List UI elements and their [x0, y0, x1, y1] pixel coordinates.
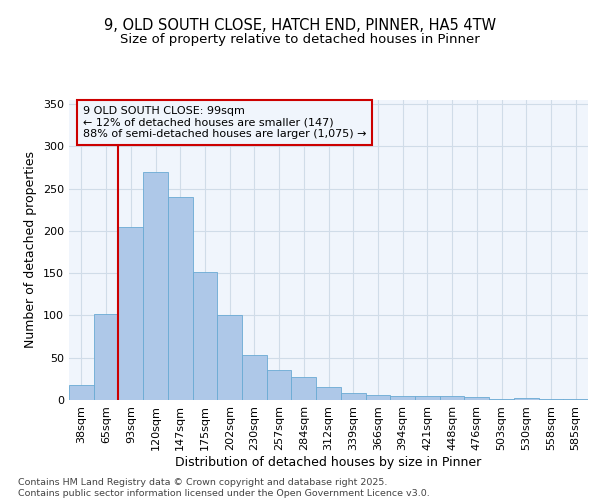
Bar — [118, 227, 143, 400]
Bar — [489, 399, 514, 400]
Bar — [242, 355, 267, 400]
Bar — [440, 396, 464, 400]
Bar — [415, 396, 440, 400]
Text: 9 OLD SOUTH CLOSE: 99sqm
← 12% of detached houses are smaller (147)
88% of semi-: 9 OLD SOUTH CLOSE: 99sqm ← 12% of detach… — [83, 106, 366, 139]
Bar — [217, 316, 242, 400]
Bar — [94, 314, 118, 400]
Bar — [143, 172, 168, 400]
Bar — [464, 398, 489, 400]
Bar — [316, 388, 341, 400]
Bar — [267, 370, 292, 400]
Bar — [539, 399, 563, 400]
Bar — [514, 398, 539, 400]
Bar — [168, 197, 193, 400]
Bar — [563, 399, 588, 400]
X-axis label: Distribution of detached houses by size in Pinner: Distribution of detached houses by size … — [175, 456, 482, 468]
Text: Size of property relative to detached houses in Pinner: Size of property relative to detached ho… — [120, 32, 480, 46]
Bar — [292, 377, 316, 400]
Y-axis label: Number of detached properties: Number of detached properties — [25, 152, 37, 348]
Bar — [365, 395, 390, 400]
Bar — [193, 272, 217, 400]
Text: 9, OLD SOUTH CLOSE, HATCH END, PINNER, HA5 4TW: 9, OLD SOUTH CLOSE, HATCH END, PINNER, H… — [104, 18, 496, 32]
Bar — [69, 385, 94, 400]
Bar — [390, 396, 415, 400]
Text: Contains HM Land Registry data © Crown copyright and database right 2025.
Contai: Contains HM Land Registry data © Crown c… — [18, 478, 430, 498]
Bar — [341, 393, 365, 400]
